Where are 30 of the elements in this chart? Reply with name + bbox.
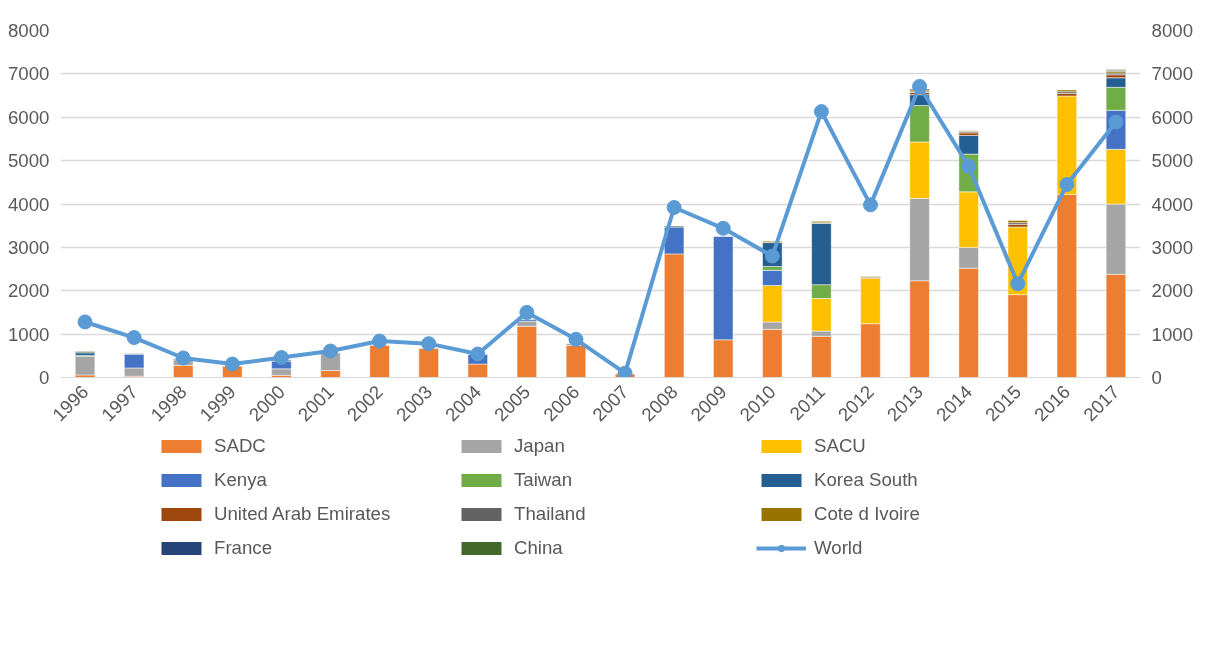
y2-tick-label: 2000 [1151,280,1194,302]
y-tick-label: 5000 [8,150,50,172]
legend-label: Kenya [214,469,268,491]
y2-tick-label: 3000 [1151,236,1194,258]
y2-tick-label: 7000 [1151,63,1194,85]
legend-label: United Arab Emirates [214,503,392,525]
legend-label: Korea South [814,469,919,491]
y-tick-label: 0 [39,367,50,388]
y2-tick-label: 8000 [1151,20,1194,41]
legend-label: Taiwan [514,469,574,491]
legend-label: China [514,537,564,559]
y-tick-label: 8000 [8,20,50,41]
y2-tick-label: 6000 [1151,106,1194,128]
y-tick-label: 7000 [8,63,50,85]
legend-label: SADC [214,435,267,457]
legend-label: Japan [514,435,566,457]
legend-label: SACU [814,435,867,457]
y2-tick-label: 5000 [1151,150,1194,172]
legend-label: Thailand [514,503,587,525]
y-tick-label: 6000 [8,106,50,128]
y-tick-label: 4000 [8,193,50,215]
y-tick-label: 1000 [8,323,50,345]
y-tick-label: 3000 [8,236,50,258]
y2-tick-label: 4000 [1151,193,1194,215]
legend-label: World [814,537,864,559]
y-tick-label: 2000 [8,280,50,302]
y2-tick-label: 0 [1151,367,1162,388]
y2-tick-label: 1000 [1151,323,1194,345]
legend-label: Cote d Ivoire [814,503,921,525]
legend-label: France [214,537,274,559]
